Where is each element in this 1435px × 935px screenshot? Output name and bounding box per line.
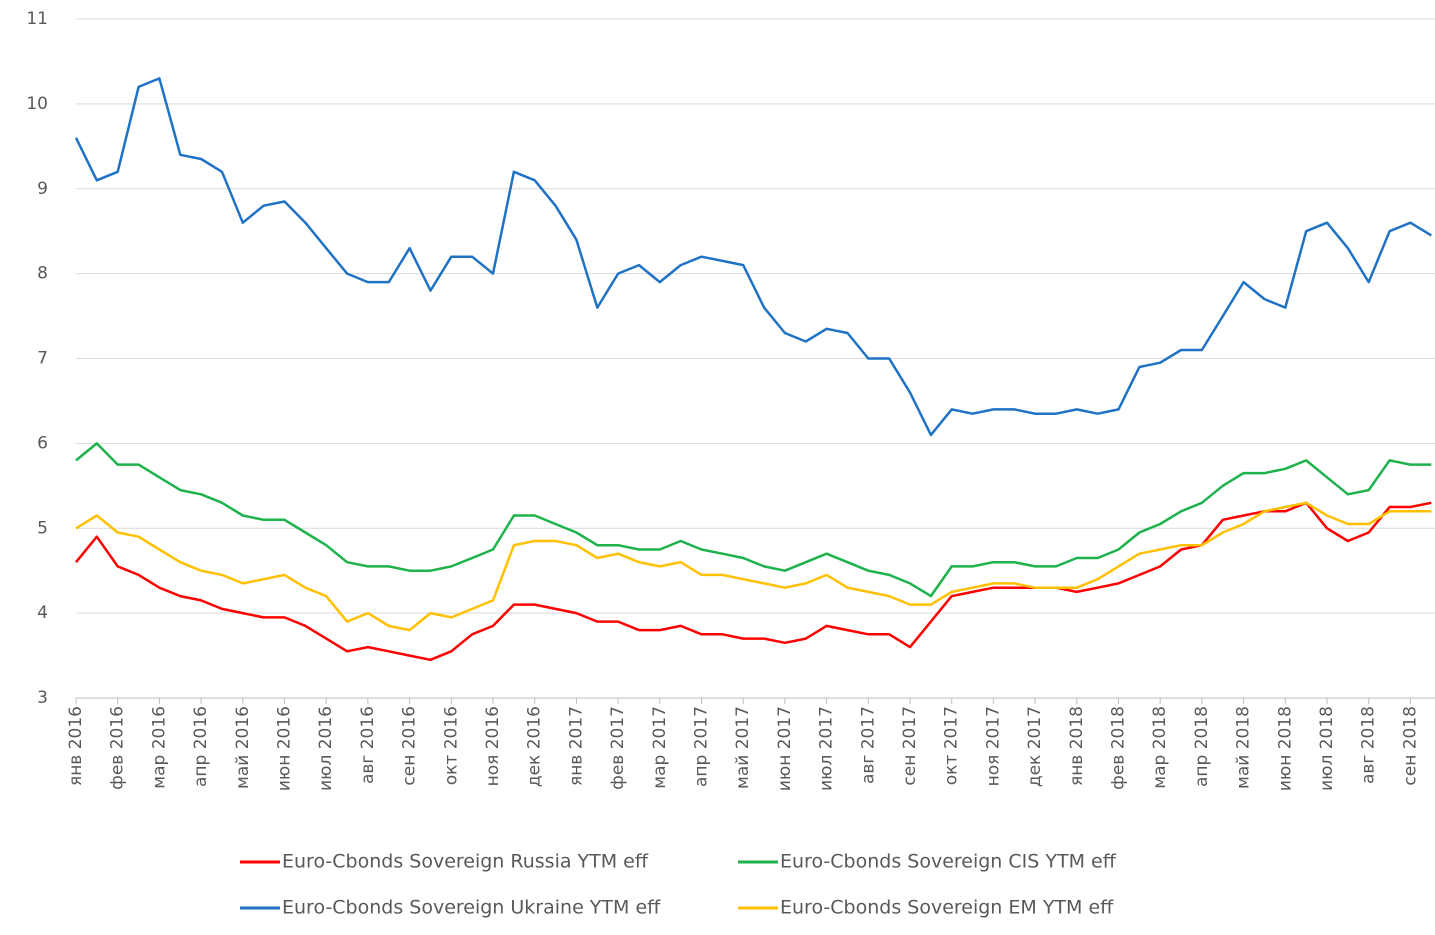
x-tick-label: авг 2017 xyxy=(858,706,878,784)
x-tick-label: ноя 2016 xyxy=(483,706,503,786)
x-tick-label: май 2016 xyxy=(233,706,253,789)
x-tick-label: июл 2018 xyxy=(1317,706,1337,791)
x-tick-label: фев 2017 xyxy=(608,706,628,790)
x-tick-label: сен 2016 xyxy=(400,706,420,786)
x-tick-label: авг 2016 xyxy=(358,706,378,784)
x-tick-label: мар 2018 xyxy=(1150,706,1170,789)
legend-label: Euro-Cbonds Sovereign Ukraine YTM eff xyxy=(282,897,661,919)
y-tick-label: 4 xyxy=(37,603,48,623)
x-tick-label: апр 2018 xyxy=(1192,706,1212,787)
x-tick-label: фев 2016 xyxy=(108,706,128,790)
x-tick-label: янв 2017 xyxy=(566,706,586,786)
legend-label: Euro-Cbonds Sovereign Russia YTM eff xyxy=(282,851,649,873)
y-tick-label: 10 xyxy=(26,94,48,114)
x-tick-label: май 2018 xyxy=(1234,706,1254,789)
x-tick-label: сен 2017 xyxy=(900,706,920,786)
x-tick-label: июн 2018 xyxy=(1275,706,1295,791)
y-tick-label: 5 xyxy=(37,518,48,538)
y-tick-label: 11 xyxy=(26,9,48,29)
x-tick-label: мар 2016 xyxy=(149,706,169,789)
x-tick-label: окт 2016 xyxy=(441,706,461,785)
x-tick-label: дек 2016 xyxy=(525,706,545,787)
x-tick-label: янв 2016 xyxy=(66,706,86,786)
legend-label: Euro-Cbonds Sovereign EM YTM eff xyxy=(780,897,1114,919)
series-line xyxy=(75,501,1432,632)
series-line xyxy=(74,77,1432,437)
series-line xyxy=(75,501,1432,662)
series-line xyxy=(75,442,1432,598)
y-tick-label: 6 xyxy=(37,433,48,453)
x-tick-label: янв 2018 xyxy=(1067,706,1087,786)
x-tick-label: май 2017 xyxy=(733,706,753,789)
legend-label: Euro-Cbonds Sovereign CIS YTM eff xyxy=(780,851,1117,873)
y-tick-label: 8 xyxy=(37,264,48,284)
x-tick-label: апр 2017 xyxy=(692,706,712,787)
x-tick-label: авг 2018 xyxy=(1359,706,1379,784)
x-tick-label: июл 2017 xyxy=(817,706,837,791)
x-tick-label: сен 2018 xyxy=(1400,706,1420,786)
y-tick-label: 7 xyxy=(37,349,48,369)
y-tick-label: 3 xyxy=(37,688,48,708)
x-tick-label: мар 2017 xyxy=(650,706,670,789)
x-tick-label: окт 2017 xyxy=(942,706,962,785)
x-tick-label: ноя 2017 xyxy=(983,706,1003,786)
y-tick-label: 9 xyxy=(37,179,48,199)
x-tick-label: июн 2017 xyxy=(775,706,795,791)
x-tick-label: фев 2018 xyxy=(1109,706,1129,790)
x-tick-label: июл 2016 xyxy=(316,706,336,791)
x-tick-label: дек 2017 xyxy=(1025,706,1045,787)
x-tick-label: июн 2016 xyxy=(275,706,295,791)
x-tick-label: апр 2016 xyxy=(191,706,211,787)
